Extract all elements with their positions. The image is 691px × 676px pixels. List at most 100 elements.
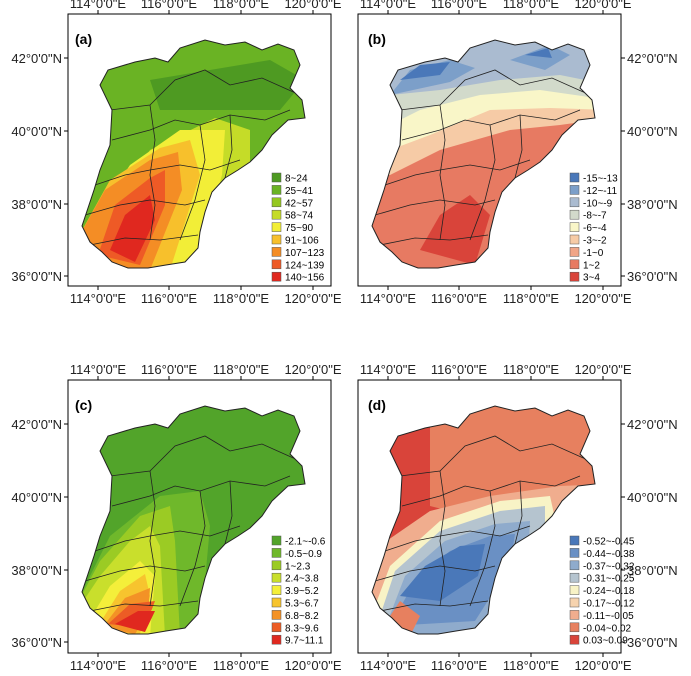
lon-tick-label-bottom: 118°0'0"E — [503, 658, 559, 673]
lon-tick-label-bottom: 114°0'0"E — [70, 291, 126, 306]
region-outline — [371, 405, 596, 635]
lon-tick-label-top: 118°0'0"E — [503, 362, 559, 377]
legend-swatch — [271, 610, 282, 620]
legend-swatch — [569, 597, 580, 608]
panel-label: (c) — [75, 397, 92, 413]
legend-swatch — [271, 560, 282, 571]
legend-label: -0.5~0.9 — [285, 549, 322, 560]
legend-swatch — [569, 548, 580, 558]
legend-swatch — [271, 622, 282, 633]
legend-swatch — [569, 560, 580, 571]
lat-tick-label: 42°0'0"N — [627, 51, 678, 66]
legend-d: -0.52~-0.45-0.44~-0.38-0.37~-0.32 -0.31~-… — [569, 535, 635, 647]
lon-tick-label-bottom: 120°0'0"E — [574, 291, 631, 306]
legend-swatch — [569, 535, 580, 546]
legend-label: 9.7~11.1 — [285, 636, 324, 647]
legend-label: 8~24 — [285, 174, 308, 185]
legend-swatch — [569, 197, 580, 208]
legend-label: -2.1~-0.6 — [285, 537, 326, 548]
county-boundaries — [374, 69, 591, 246]
legend-swatch — [271, 185, 282, 195]
legend-label: 5.3~6.7 — [285, 599, 319, 610]
legend-label: -0.17~-0.12 — [583, 599, 635, 610]
legend-swatch — [271, 634, 282, 645]
lat-tick-label: 40°0'0"N — [11, 490, 62, 505]
legend-swatch — [271, 271, 282, 282]
legend-label: -0.11~-0.05 — [583, 611, 634, 622]
legend-label: 1~2 — [583, 260, 600, 271]
legend-label: 107~123 — [285, 248, 325, 259]
lat-tick-label: 40°0'0"N — [11, 124, 62, 139]
legend-swatch — [569, 585, 580, 595]
legend-swatch — [569, 185, 580, 195]
legend-swatch — [271, 597, 282, 608]
legend-label: 0.03~0.09 — [583, 636, 628, 647]
legend-label: -10~-9 — [583, 198, 613, 209]
lon-tick-label-bottom: 114°0'0"E — [70, 658, 126, 673]
legend-swatch — [569, 172, 580, 183]
lon-tick-label-top: 116°0'0"E — [431, 362, 487, 377]
legend-swatch — [271, 209, 282, 220]
panel-d: (d) — [357, 379, 622, 654]
legend-label: -8~-7 — [583, 211, 607, 222]
legend-label: 6.8~8.2 — [285, 611, 319, 622]
legend-label: -12~-11 — [583, 186, 617, 197]
legend-swatch — [271, 247, 282, 257]
lon-tick-label-top: 118°0'0"E — [213, 362, 269, 377]
legend-label: -0.52~-0.45 — [583, 537, 635, 548]
county-boundaries — [84, 435, 301, 612]
panel-c: (c) — [67, 379, 332, 654]
legend-swatch — [569, 247, 580, 257]
lon-tick-label-top: 118°0'0"E — [213, 0, 269, 11]
lon-tick-label-top: 116°0'0"E — [141, 0, 197, 11]
legend-label: -0.24~-0.18 — [583, 586, 635, 597]
map-fill — [372, 406, 595, 634]
legend-swatch — [271, 234, 282, 245]
panel-b: (b) — [357, 13, 622, 287]
legend-label: 124~139 — [285, 260, 325, 271]
lat-tick-label: 38°0'0"N — [11, 197, 62, 212]
lon-tick-label-top: 120°0'0"E — [284, 0, 341, 11]
legend-label: -15~-13 — [583, 174, 618, 185]
lat-tick-label: 36°0'0"N — [11, 635, 62, 650]
lon-tick-label-bottom: 116°0'0"E — [431, 291, 487, 306]
legend-b: -15~-13-12~-11-10~-9 -8~-7-6~-4 -3~-2-1~01… — [569, 172, 618, 284]
lon-tick-label-bottom: 120°0'0"E — [284, 658, 341, 673]
lon-tick-label-top: 120°0'0"E — [284, 362, 341, 377]
legend-swatch — [569, 222, 580, 232]
lat-tick-label: 36°0'0"N — [11, 269, 62, 284]
legend-label: -0.31~-0.25 — [583, 574, 635, 585]
legend-label: -0.37~-0.32 — [583, 561, 635, 572]
lon-tick-label-top: 120°0'0"E — [574, 362, 631, 377]
lat-tick-label: 42°0'0"N — [11, 51, 62, 66]
lon-tick-label-bottom: 118°0'0"E — [213, 291, 269, 306]
lon-tick-label-bottom: 116°0'0"E — [431, 658, 487, 673]
lon-tick-label-top: 116°0'0"E — [141, 362, 197, 377]
legend-swatch — [271, 259, 282, 270]
legend-swatch — [569, 234, 580, 245]
lon-tick-label-bottom: 118°0'0"E — [213, 658, 269, 673]
lon-tick-label-top: 114°0'0"E — [360, 0, 416, 11]
lat-tick-label: 42°0'0"N — [627, 417, 678, 432]
legend-swatch — [271, 585, 282, 595]
lat-tick-label: 38°0'0"N — [627, 197, 678, 212]
legend-label: 140~156 — [285, 273, 325, 284]
legend-label: -3~-2 — [583, 236, 607, 247]
county-boundaries — [374, 435, 591, 612]
lon-tick-label-bottom: 118°0'0"E — [503, 291, 559, 306]
legend-label: 58~74 — [285, 211, 314, 222]
legend-swatch — [569, 622, 580, 633]
lon-tick-label-bottom: 120°0'0"E — [574, 658, 631, 673]
lon-tick-label-top: 114°0'0"E — [360, 362, 416, 377]
legend-label: 91~106 — [285, 236, 319, 247]
legend-swatch — [271, 222, 282, 232]
legend-swatch — [271, 572, 282, 583]
lon-tick-label-top: 114°0'0"E — [70, 0, 126, 11]
legend-swatch — [569, 209, 580, 220]
map-fill — [82, 406, 305, 634]
map-frame — [357, 13, 622, 287]
map-frame — [67, 13, 332, 287]
panel-label: (d) — [368, 397, 386, 413]
